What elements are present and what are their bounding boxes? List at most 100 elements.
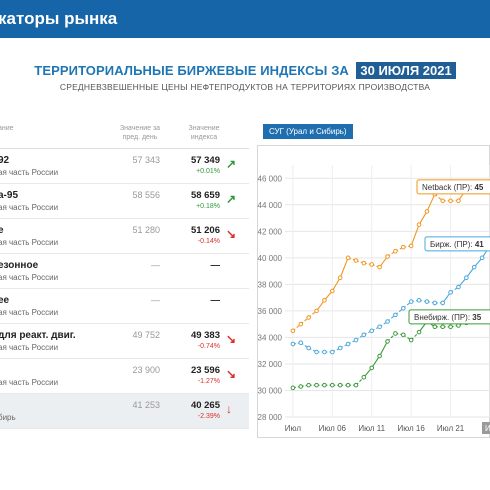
data-point bbox=[345, 382, 351, 388]
data-point bbox=[369, 328, 375, 334]
data-point bbox=[290, 385, 296, 391]
index-table: ание Значение за пред. день Значение инд… bbox=[0, 118, 249, 429]
data-point bbox=[408, 299, 414, 304]
product-region: ая часть России bbox=[0, 308, 59, 317]
change-percent: +0.01% bbox=[196, 168, 220, 175]
product-region: ая часть России bbox=[0, 378, 59, 387]
series-line-segment bbox=[418, 211, 428, 225]
series-label-box bbox=[416, 179, 490, 195]
data-point bbox=[322, 349, 327, 355]
data-point bbox=[353, 258, 359, 263]
data-point bbox=[448, 324, 453, 330]
current-value: — bbox=[210, 260, 221, 271]
y-tick-label: 42 000 bbox=[258, 227, 283, 236]
data-point bbox=[306, 345, 311, 351]
table-header: ание Значение за пред. день Значение инд… bbox=[0, 118, 249, 149]
x-tick-label: Июл 11 bbox=[358, 424, 385, 433]
x-tick-label: Июл 21 bbox=[437, 424, 465, 433]
y-tick-label: 40 000 bbox=[258, 254, 283, 263]
series-line-segment bbox=[410, 224, 420, 247]
product-name: е bbox=[0, 225, 4, 236]
date-badge[interactable]: 30 ИЮЛЯ 2021 bbox=[356, 62, 456, 79]
current-value: — bbox=[210, 295, 221, 306]
headline-subtitle: СРЕДНЕВЗВЕШЕННЫЕ ЦЕНЫ НЕФТЕПРОДУКТОВ НА … bbox=[59, 82, 431, 92]
data-point bbox=[298, 384, 304, 389]
data-point bbox=[369, 262, 375, 267]
chart-area: 46 000 44 000 42 000 40 000 38 000 36 000 34 0… bbox=[257, 145, 490, 438]
data-point bbox=[345, 341, 351, 347]
series-label-text: Бирж. (ПР): 41 bbox=[430, 240, 484, 249]
data-point bbox=[385, 319, 390, 324]
data-point bbox=[456, 284, 461, 290]
table-row[interactable]: е ая часть России 51 280 51 206 -0.14% ↘ bbox=[0, 219, 249, 254]
data-point bbox=[440, 198, 445, 204]
trend-down-icon: ↓ bbox=[226, 402, 232, 416]
trend-down-icon: ↘ bbox=[226, 367, 237, 381]
data-point bbox=[377, 324, 382, 330]
table-row[interactable]: езонное ая часть России — — bbox=[0, 254, 249, 289]
previous-value: 49 752 bbox=[132, 330, 160, 340]
data-point bbox=[361, 374, 367, 380]
data-point bbox=[432, 300, 438, 306]
change-percent: -0.14% bbox=[197, 238, 220, 245]
column-header-current: Значение индекса bbox=[188, 125, 220, 141]
data-point bbox=[448, 198, 453, 204]
section-title: каторы рынка bbox=[0, 9, 118, 28]
y-tick-label: 32 000 bbox=[258, 360, 283, 369]
series-line-segment bbox=[379, 341, 388, 357]
data-point bbox=[314, 308, 319, 314]
data-point bbox=[385, 339, 390, 344]
table-row[interactable]: бирь 41 253 40 265 -2.39% ↓ bbox=[0, 394, 249, 429]
table-row[interactable]: ая часть России 23 900 23 596 -1.27% ↘ bbox=[0, 359, 249, 394]
series-line-segment bbox=[426, 193, 436, 212]
table-row[interactable]: ее ая часть России — — bbox=[0, 289, 249, 324]
data-point bbox=[471, 264, 477, 270]
table-row[interactable]: для реакт. двиг. ая часть России 49 752 49 … bbox=[0, 324, 249, 359]
previous-value: 41 253 bbox=[132, 400, 160, 410]
data-point bbox=[416, 222, 422, 227]
series-label: Внебирж. (ПР): 35 bbox=[408, 309, 490, 325]
data-point bbox=[330, 288, 335, 294]
data-point bbox=[298, 321, 304, 327]
trend-down-icon: ↘ bbox=[226, 227, 237, 241]
product-name: ее bbox=[0, 295, 10, 306]
product-region: ая часть России bbox=[0, 238, 59, 247]
data-point bbox=[314, 349, 319, 355]
y-tick-label: 44 000 bbox=[258, 201, 283, 210]
previous-value: 57 343 bbox=[132, 155, 160, 165]
table-row[interactable]: 92 ая часть России 57 343 57 349 +0.01% ↗ bbox=[0, 149, 249, 184]
data-point bbox=[393, 331, 398, 336]
data-point bbox=[424, 299, 430, 304]
series-label-text: Netback (ПР): 45 bbox=[422, 183, 484, 192]
table-body: 92 ая часть России 57 343 57 349 +0.01% ↗ а-95… bbox=[0, 149, 249, 429]
series-label-box bbox=[424, 236, 490, 252]
y-tick-label: 36 000 bbox=[258, 307, 283, 316]
data-point bbox=[369, 365, 375, 371]
current-value: 57 349 bbox=[190, 155, 220, 166]
current-value: 51 206 bbox=[190, 225, 220, 236]
product-region: ая часть России bbox=[0, 168, 59, 177]
data-point bbox=[290, 328, 296, 334]
previous-value: 23 900 bbox=[132, 365, 160, 375]
x-tick-highlight bbox=[482, 422, 490, 434]
previous-value: — bbox=[151, 295, 160, 305]
table-row[interactable]: а-95 ая часть России 58 556 58 659 +0.18% ↗ bbox=[0, 184, 249, 219]
data-point bbox=[337, 275, 343, 281]
current-value: 58 659 bbox=[190, 190, 220, 201]
data-point bbox=[385, 254, 390, 259]
x-tick-label: Июл 16 bbox=[397, 424, 425, 433]
section-header-bar: каторы рынка bbox=[0, 0, 490, 38]
data-point bbox=[337, 345, 343, 351]
current-value: 23 596 bbox=[190, 365, 220, 376]
series-line-segment bbox=[331, 277, 341, 292]
data-point bbox=[330, 349, 335, 355]
change-percent: +0.18% bbox=[196, 203, 220, 210]
product-region: бирь bbox=[0, 413, 16, 422]
chart-tab-sug[interactable]: СУГ (Урал и Сибирь) bbox=[263, 124, 353, 139]
data-point bbox=[314, 382, 319, 388]
previous-value: — bbox=[151, 260, 160, 270]
product-name: езонное bbox=[0, 260, 39, 271]
index-line-chart: 46 000 44 000 42 000 40 000 38 000 36 000 34 0… bbox=[257, 145, 490, 438]
series-label-text: Внебирж. (ПР): 35 bbox=[414, 313, 482, 322]
change-percent: -0.74% bbox=[197, 343, 220, 350]
